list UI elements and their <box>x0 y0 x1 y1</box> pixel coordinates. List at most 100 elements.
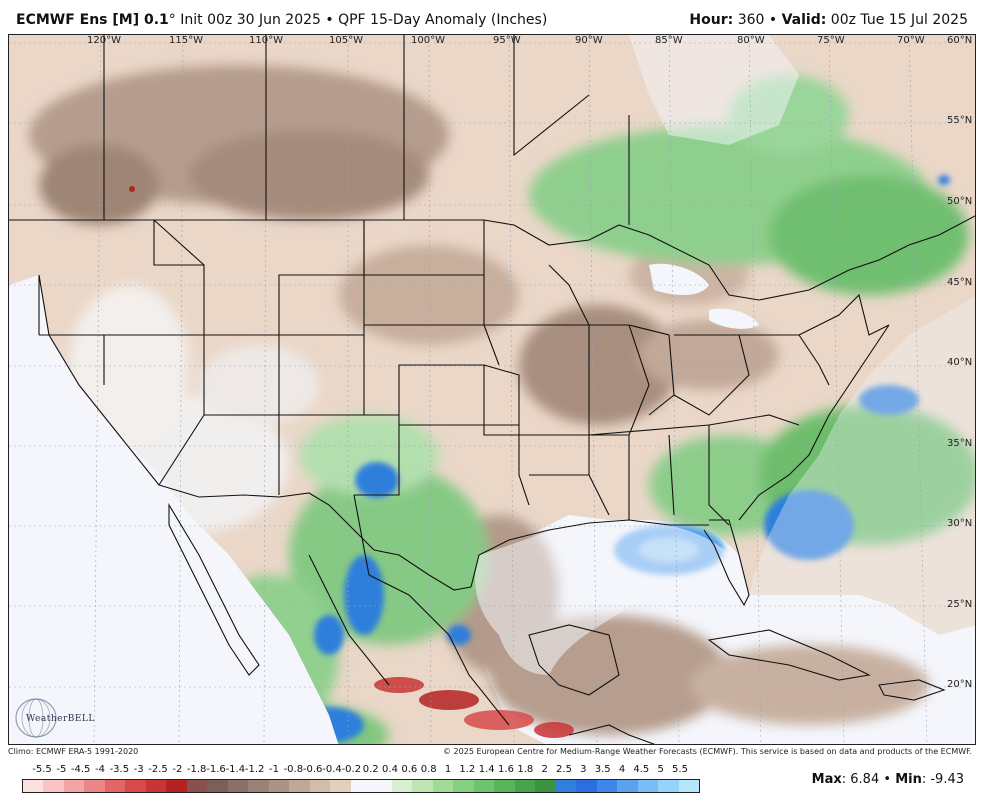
canada-provinces <box>103 35 630 225</box>
neutral-area-great-basin <box>199 345 319 425</box>
colorbar-label: 1.8 <box>517 764 534 775</box>
colorbar-cell <box>248 780 269 792</box>
lat-label: 35°N <box>947 438 973 449</box>
colorbar-label: -4.5 <box>70 764 91 775</box>
colorbar-cell <box>63 780 85 792</box>
colorbar-label: -1.8 <box>186 764 207 775</box>
valid-value: 00z Tue 15 Jul 2025 <box>830 12 968 28</box>
colorbar-cell <box>84 780 105 792</box>
max-value: 6.84 <box>850 772 880 787</box>
hispaniola <box>878 679 946 701</box>
colorbar-label: 3.5 <box>594 764 611 775</box>
separator: • <box>325 12 334 28</box>
logo-text: WeatherBELL <box>26 714 95 724</box>
extreme-dry-mexico-2 <box>419 690 479 710</box>
us-mexico-border <box>158 484 472 591</box>
colorbar-label: 0.4 <box>382 764 398 775</box>
colorbar-label: 4.5 <box>633 764 650 775</box>
extreme-dry-montana <box>129 186 135 192</box>
logo-globe-icon <box>15 698 57 738</box>
heavy-rain-sierra-madre <box>344 555 384 635</box>
colorbar-label: -2.5 <box>148 764 168 775</box>
colorbar-label: -0.6 <box>302 764 323 775</box>
heavy-rain-mexico-west <box>314 615 344 655</box>
colorbar-label: -3.5 <box>109 764 130 775</box>
colorbar-cell <box>494 780 515 792</box>
hour-label: Hour: <box>689 12 734 28</box>
colorbar-label: -1.4 <box>225 764 246 775</box>
lon-label: 75°W <box>817 35 845 46</box>
colorbar-label: -1.6 <box>206 764 226 775</box>
colorbar-cell <box>330 780 351 792</box>
colorbar <box>22 779 700 793</box>
gulf-coastline <box>470 519 709 588</box>
extreme-dry-mexico-4 <box>534 722 574 738</box>
lon-label: 80°W <box>737 35 765 46</box>
heavy-rain-atlantic <box>764 490 854 560</box>
lat-label: 40°N <box>947 357 973 368</box>
colorbar-cell <box>23 780 44 792</box>
yucatan <box>528 624 620 696</box>
colorbar-cell <box>207 780 228 792</box>
colorbar-label: 0.2 <box>362 764 379 775</box>
colorbar-cell <box>658 780 679 792</box>
us-canada-border <box>9 215 975 301</box>
colorbar-cell <box>555 780 577 792</box>
colorbar-label: 1.4 <box>478 764 495 775</box>
colorbar-cell <box>227 780 249 792</box>
lon-label: 70°W <box>897 35 925 46</box>
colorbar-cell <box>453 780 474 792</box>
product-name: QPF 15-Day Anomaly (Inches) <box>338 12 548 28</box>
lon-label: 105°W <box>329 35 363 46</box>
central-america <box>568 724 656 744</box>
colorbar-label: 5 <box>657 764 664 775</box>
map-panel: 120°W 115°W 110°W 105°W 100°W 95°W 90°W … <box>8 34 976 745</box>
colorbar-cell <box>535 780 556 792</box>
extreme-dry-mexico-3 <box>464 710 534 730</box>
min-value: -9.43 <box>930 772 964 787</box>
init-time: Init 00z 30 Jun 2025 <box>180 12 321 28</box>
colorbar-cell <box>391 780 413 792</box>
colorbar-cell <box>186 780 208 792</box>
stats-separator: • <box>883 772 892 787</box>
lat-label: 25°N <box>947 599 973 610</box>
pacific-coast-ocean <box>9 275 339 744</box>
max-min-stats: Max: 6.84 • Min: -9.43 <box>811 772 964 787</box>
extreme-dry-areas <box>129 186 574 738</box>
colorbar-label: 3 <box>580 764 587 775</box>
colorbar-label: -0.2 <box>341 764 362 775</box>
lon-label: 85°W <box>655 35 683 46</box>
lat-label: 20°N <box>947 679 973 690</box>
extreme-dry-mexico-1 <box>374 677 424 693</box>
us-states-central <box>363 220 590 506</box>
colorbar-cell <box>268 780 290 792</box>
dry-area-ohio <box>639 320 779 390</box>
hour-value: 360 <box>737 12 765 28</box>
dry-area-midwest <box>519 305 679 425</box>
gulf-of-mexico <box>475 520 749 675</box>
neutral-area-nevada <box>69 285 189 445</box>
florida <box>703 519 750 607</box>
title-left: ECMWF Ens [M] 0.1° Init 00z 30 Jun 2025 … <box>16 12 547 28</box>
colorbar-label: 4 <box>618 764 626 775</box>
dry-area-plains <box>339 245 519 345</box>
lon-label: 115°W <box>169 35 203 46</box>
climo-note: Climo: ECMWF ERA-5 1991-2020 <box>8 747 139 756</box>
colorbar-label: 5.5 <box>672 764 688 775</box>
atlantic-coastline <box>738 324 890 521</box>
political-borders <box>9 35 975 744</box>
colorbar-cell <box>637 780 659 792</box>
colorbar-labels: -5.5 -5 -4.5 -4 -3.5 -3 -2.5 -2 -1.8 -1.6 -1.4 -1.2… <box>22 764 700 778</box>
colorbar-cell <box>473 780 495 792</box>
colorbar-label: -0.8 <box>283 764 304 775</box>
colorbar-label: 0.8 <box>420 764 437 775</box>
colorbar-cell <box>412 780 433 792</box>
valid-label: Valid: <box>781 12 827 28</box>
pacific-coastline <box>38 274 160 486</box>
colorbar-cell <box>514 780 536 792</box>
us-states-west <box>38 219 485 496</box>
wet-area-new-mexico <box>299 415 439 495</box>
max-label: Max <box>811 772 842 787</box>
lon-label: 120°W <box>87 35 121 46</box>
colorbar-label: -5.5 <box>32 764 52 775</box>
